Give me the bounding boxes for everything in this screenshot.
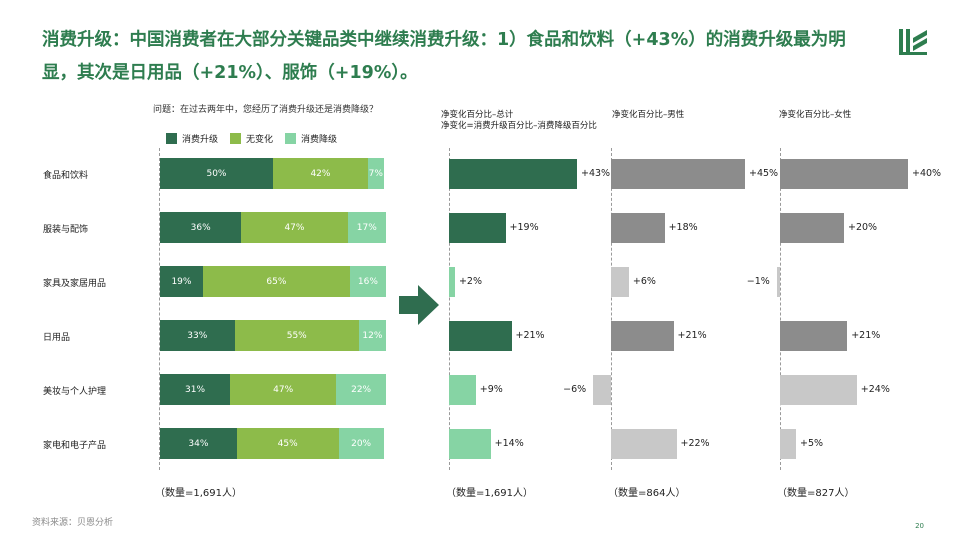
net-change-label-male: +45% <box>749 168 779 179</box>
bar-segment: 45% <box>236 428 339 459</box>
legend-item-upgrade: 消费升级 <box>166 132 218 145</box>
count-label-stacked: （数量=1,691人） <box>155 488 243 499</box>
stacked-bar: 36% 47% 17% <box>160 212 386 243</box>
net-change-bar-female <box>776 267 780 297</box>
category-label: 食品和饮料 <box>43 171 89 181</box>
legend-swatch-same <box>230 133 242 144</box>
net-change-bar-female <box>780 321 848 351</box>
panel-title-total: 净变化百分比–总计 净变化=消费升级百分比–消费降级百分比 <box>441 110 597 132</box>
net-change-bar-total <box>449 321 512 351</box>
bar-segment: 20% <box>338 428 384 459</box>
net-change-label-female: +5% <box>800 438 824 449</box>
legend-label-downgrade: 消费降级 <box>301 135 338 145</box>
net-change-bar-male <box>593 375 611 405</box>
net-change-bar-total <box>449 159 577 189</box>
net-change-label-total: +43% <box>581 168 611 179</box>
page-number: 20 <box>915 522 924 530</box>
stacked-bar: 34% 45% 20% <box>160 428 384 459</box>
panel-title-total-sub: 净变化=消费升级百分比–消费降级百分比 <box>441 121 597 131</box>
net-change-label-total: +21% <box>515 330 545 341</box>
net-change-label-female: +21% <box>851 330 881 341</box>
net-change-bar-female <box>780 429 796 459</box>
net-change-label-female: +20% <box>848 222 878 233</box>
net-change-bar-total <box>449 267 455 297</box>
bar-segment: 31% <box>160 374 231 405</box>
bar-segment: 65% <box>202 266 350 297</box>
bar-segment: 36% <box>160 212 242 243</box>
net-change-bar-male <box>611 159 745 189</box>
net-change-bar-male <box>611 321 674 351</box>
brand-logo-icon <box>899 29 927 55</box>
bar-segment: 12% <box>358 320 386 351</box>
bar-segment: 50% <box>160 158 273 189</box>
stacked-bar: 50% 42% 7% <box>160 158 384 189</box>
net-change-label-male: +21% <box>677 330 707 341</box>
net-change-label-total: +14% <box>494 438 524 449</box>
bar-segment: 33% <box>160 320 235 351</box>
category-label: 家电和电子产品 <box>43 441 107 451</box>
stacked-bar: 33% 55% 12% <box>160 320 386 351</box>
net-change-bar-male <box>611 429 677 459</box>
net-change-label-total: +19% <box>509 222 539 233</box>
net-change-label-female: +40% <box>912 168 942 179</box>
count-label-male: （数量=864人） <box>608 488 686 499</box>
net-change-label-female: +24% <box>860 384 890 395</box>
net-change-bar-male <box>611 213 665 243</box>
net-change-label-male: +18% <box>668 222 698 233</box>
stacked-axis-line <box>159 148 160 470</box>
net-change-label-male: +22% <box>680 438 710 449</box>
net-change-label-female: −1% <box>746 276 770 287</box>
net-change-label-total: +9% <box>479 384 503 395</box>
panel-title-total-main: 净变化百分比–总计 <box>441 110 514 120</box>
count-label-total: （数量=1,691人） <box>446 488 534 499</box>
legend-item-downgrade: 消费降级 <box>285 132 337 145</box>
bar-segment: 47% <box>230 374 337 405</box>
bar-segment: 16% <box>349 266 386 297</box>
source-note: 资料来源：贝恩分析 <box>32 518 114 528</box>
bar-segment: 34% <box>160 428 237 459</box>
bar-segment: 55% <box>234 320 359 351</box>
stacked-bar: 31% 47% 22% <box>160 374 386 405</box>
panel-title-male: 净变化百分比–男性 <box>612 110 685 120</box>
bar-segment: 17% <box>347 212 386 243</box>
category-label: 服装与配饰 <box>43 225 89 235</box>
bar-segment: 42% <box>273 158 368 189</box>
category-label: 家具及家居用品 <box>43 279 107 289</box>
chart-legend: 消费升级 无变化 消费降级 <box>166 132 337 145</box>
legend-item-same: 无变化 <box>230 132 273 145</box>
bar-segment: 7% <box>367 158 384 189</box>
legend-label-upgrade: 消费升级 <box>182 135 219 145</box>
net-change-label-male: −6% <box>563 384 587 395</box>
net-change-bar-male <box>611 267 629 297</box>
legend-swatch-upgrade <box>166 133 177 144</box>
bar-segment: 47% <box>241 212 348 243</box>
net-change-label-total: +2% <box>458 276 482 287</box>
survey-question: 问题：在过去两年中，您经历了消费升级还是消费降级？ <box>153 105 379 115</box>
net-change-bar-female <box>780 159 908 189</box>
net-change-bar-female <box>780 375 857 405</box>
category-label: 美妆与个人护理 <box>43 387 107 397</box>
net-change-bar-total <box>449 375 476 405</box>
net-change-bar-total <box>449 213 506 243</box>
stacked-bar: 19% 65% 16% <box>160 266 386 297</box>
net-change-label-male: +6% <box>632 276 656 287</box>
legend-swatch-downgrade <box>285 133 297 144</box>
count-label-female: （数量=827人） <box>777 488 855 499</box>
zero-axis-total <box>449 148 450 470</box>
page-title: 消费升级：中国消费者在大部分关键品类中继续消费升级：1）食品和饮料（+43%）的… <box>42 30 846 83</box>
category-label: 日用品 <box>43 333 71 343</box>
legend-label-same: 无变化 <box>246 135 274 145</box>
bar-segment: 22% <box>336 374 386 405</box>
zero-axis-female <box>780 148 781 470</box>
net-change-bar-female <box>780 213 844 243</box>
net-change-bar-total <box>449 429 491 459</box>
arrow-right-icon <box>399 285 439 325</box>
panel-title-female: 净变化百分比–女性 <box>779 110 852 120</box>
bar-segment: 19% <box>160 266 203 297</box>
zero-axis-male <box>611 148 612 470</box>
